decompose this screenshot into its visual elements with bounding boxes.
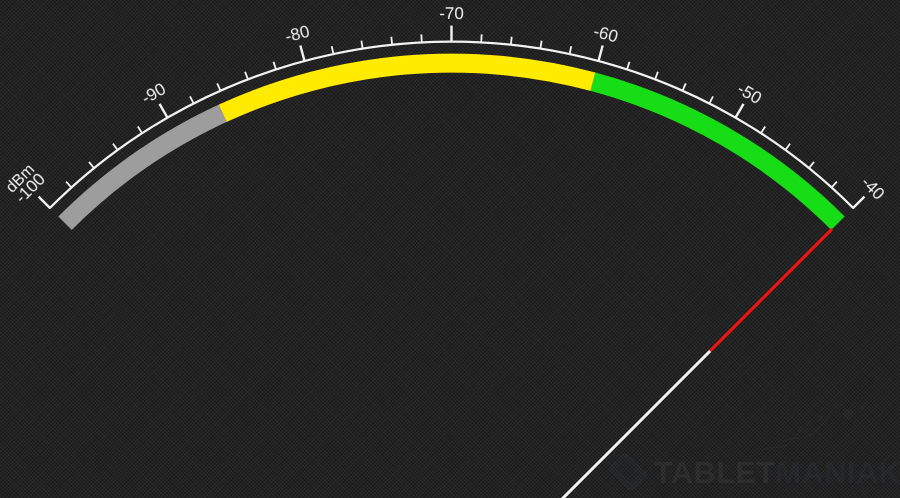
svg-text:-90: -90 (138, 79, 169, 108)
svg-text:-70: -70 (439, 4, 464, 23)
svg-text:-80: -80 (283, 22, 312, 47)
svg-text:-60: -60 (591, 22, 620, 47)
svg-text:-50: -50 (734, 79, 765, 108)
